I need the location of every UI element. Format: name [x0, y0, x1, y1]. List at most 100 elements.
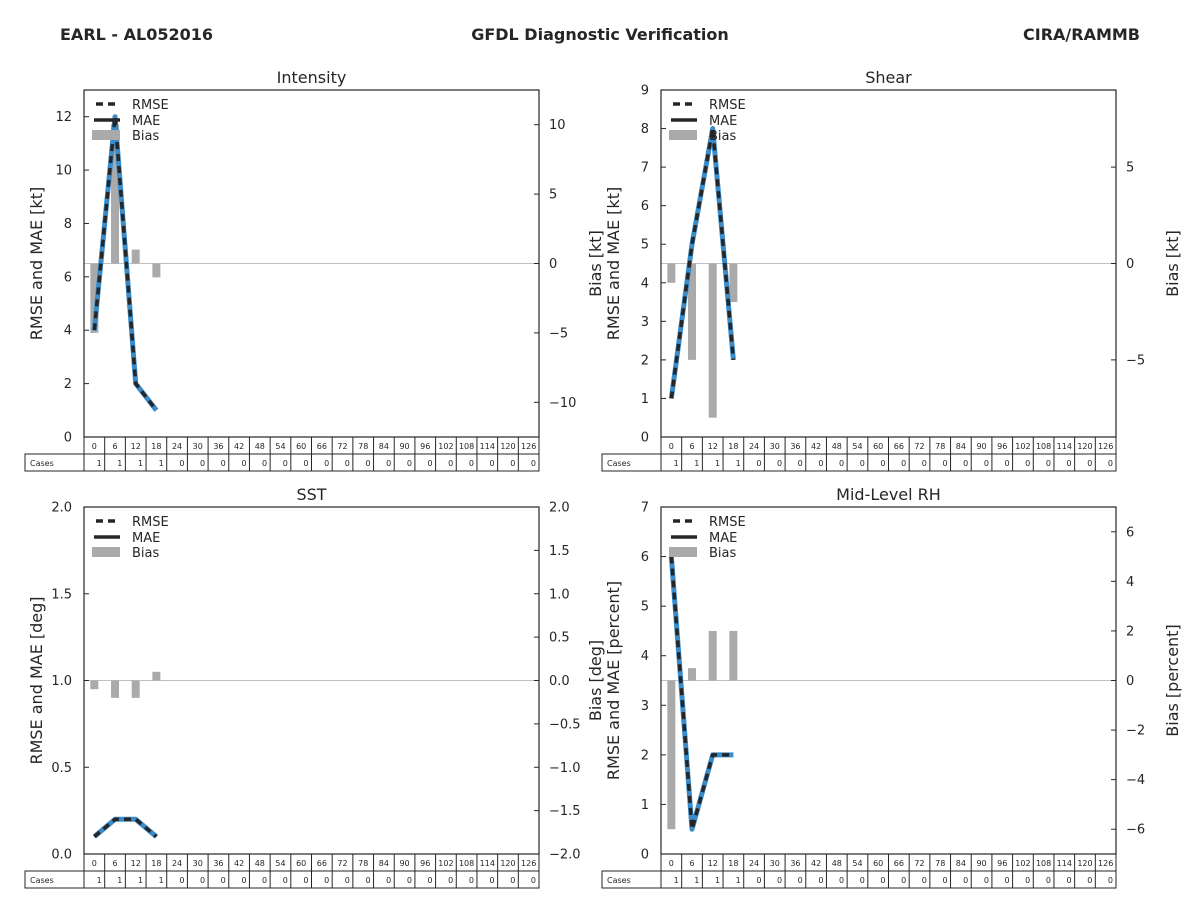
bias-bar: [708, 263, 717, 418]
left-tick-label: 1.0: [51, 674, 72, 689]
case-count-cell: 1: [736, 459, 741, 468]
hour-cell: 48: [832, 442, 842, 451]
cases-row: [24, 453, 540, 472]
bias-bar: [667, 263, 676, 283]
right-axis-label: Bias [percent]: [1163, 624, 1182, 736]
hour-cell: 30: [770, 442, 780, 451]
right-tick-label: −0.5: [549, 717, 581, 732]
bias-bar: [667, 680, 676, 830]
case-count-cell: 0: [490, 459, 495, 468]
case-count-cell: 1: [159, 459, 164, 468]
right-tick-label: 0: [1126, 257, 1134, 272]
hour-cell: 108: [459, 442, 474, 451]
legend-bias-swatch: [92, 130, 120, 140]
case-count-cell: 0: [880, 459, 885, 468]
figure-title: GFDL Diagnostic Verification: [471, 25, 729, 44]
case-count-cell: 0: [427, 459, 432, 468]
case-count-cell: 0: [860, 876, 865, 885]
hour-cell: 78: [358, 859, 368, 868]
bias-bar: [152, 671, 161, 681]
bias-bar: [708, 630, 717, 681]
legend-mae-label: MAE: [709, 114, 737, 129]
case-count-cell: 0: [984, 876, 989, 885]
hour-cell: 42: [811, 859, 821, 868]
hour-cell: 96: [420, 859, 430, 868]
case-count-cell: 0: [1108, 459, 1113, 468]
right-tick-label: 0: [549, 257, 557, 272]
case-count-cell: 0: [1025, 459, 1030, 468]
hour-cell: 90: [399, 859, 409, 868]
case-count-cell: 0: [345, 876, 350, 885]
case-count-cell: 0: [922, 459, 927, 468]
case-count-cell: 0: [756, 876, 761, 885]
left-axis-label: RMSE and MAE [kt]: [27, 187, 46, 340]
case-count-cell: 0: [427, 876, 432, 885]
hour-cell: 66: [317, 442, 327, 451]
case-count-cell: 0: [818, 459, 823, 468]
hour-cell: 114: [1057, 442, 1072, 451]
hour-cell: 96: [997, 859, 1007, 868]
hour-cell: 54: [275, 442, 285, 451]
legend-mae-label: MAE: [132, 531, 160, 546]
hour-cell: 6: [689, 442, 694, 451]
case-count-cell: 0: [179, 876, 184, 885]
panel-title: Intensity: [277, 68, 347, 87]
hour-cell: 78: [358, 442, 368, 451]
case-count-cell: 0: [1087, 459, 1092, 468]
right-tick-label: 0.5: [549, 631, 570, 646]
bias-bar: [90, 263, 99, 333]
hour-cell: 48: [255, 442, 265, 451]
right-tick-label: 5: [549, 188, 557, 203]
case-count-cell: 0: [839, 459, 844, 468]
hour-cell: 24: [172, 442, 182, 451]
hour-cell: 120: [1077, 442, 1092, 451]
case-count-cell: 0: [448, 876, 453, 885]
hour-cell: 0: [92, 859, 97, 868]
left-tick-label: 6: [64, 270, 72, 285]
right-axis-label: Bias [deg]: [586, 640, 605, 721]
case-count-cell: 0: [839, 876, 844, 885]
hour-cell: 102: [438, 442, 453, 451]
left-tick-label: 6: [641, 550, 649, 565]
legend-mae-label: MAE: [132, 114, 160, 129]
left-tick-label: 4: [641, 649, 649, 664]
hour-cell: 60: [296, 859, 306, 868]
case-count-cell: 0: [221, 459, 226, 468]
case-count-cell: 0: [942, 876, 947, 885]
hour-cell: 36: [213, 442, 223, 451]
left-tick-label: 1: [641, 392, 649, 407]
case-count-cell: 0: [283, 876, 288, 885]
case-count-cell: 0: [510, 876, 515, 885]
legend-bias-swatch: [669, 130, 697, 140]
rmse-line: [93, 817, 158, 838]
case-count-cell: 0: [386, 876, 391, 885]
case-count-cell: 0: [1067, 876, 1072, 885]
hour-cell: 6: [689, 859, 694, 868]
case-count-cell: 0: [880, 876, 885, 885]
case-count-cell: 0: [324, 459, 329, 468]
panel-sst: SST 0.0 0.5 1.0 1.5 2.0 −2.0 −1.5 −1.0 −0.5 0.0 0.5…: [24, 485, 605, 889]
left-tick-label: 10: [55, 164, 72, 179]
left-tick-label: 0: [64, 431, 72, 446]
case-count-cell: 0: [241, 459, 246, 468]
hour-cell: 84: [379, 442, 389, 451]
left-tick-label: 4: [64, 324, 72, 339]
case-count-cell: 0: [860, 459, 865, 468]
right-tick-label: −1.0: [549, 761, 581, 776]
bias-bar: [688, 668, 697, 681]
hour-cell: 42: [811, 442, 821, 451]
case-count-cell: 1: [117, 876, 122, 885]
hour-cell: 96: [997, 442, 1007, 451]
bias-bar: [152, 263, 161, 278]
case-count-cell: 1: [138, 876, 143, 885]
hour-cell: 114: [480, 859, 495, 868]
hour-cell: 60: [873, 442, 883, 451]
hour-cell: 72: [914, 859, 924, 868]
case-count-cell: 0: [984, 459, 989, 468]
case-count-cell: 0: [1108, 876, 1113, 885]
case-count-cell: 0: [407, 459, 412, 468]
hour-cell: 36: [213, 859, 223, 868]
hour-cell: 72: [337, 859, 347, 868]
left-tick-label: 3: [641, 699, 649, 714]
